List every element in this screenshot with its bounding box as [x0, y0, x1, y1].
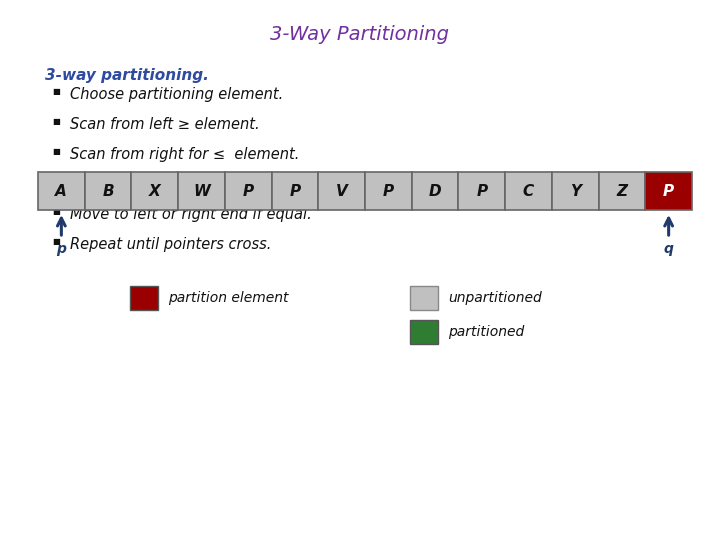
Text: Y: Y	[570, 184, 581, 199]
Text: V: V	[336, 184, 348, 199]
Text: p: p	[56, 242, 66, 256]
Text: Z: Z	[616, 184, 627, 199]
Bar	[459, 172, 505, 210]
Text: ■: ■	[52, 87, 60, 96]
Bar	[412, 172, 459, 210]
Text: P: P	[243, 184, 253, 199]
Text: ■: ■	[52, 177, 60, 186]
Text: ■: ■	[52, 237, 60, 246]
Text: P: P	[289, 184, 300, 199]
Text: ■: ■	[52, 147, 60, 156]
Bar	[318, 172, 365, 210]
Bar	[410, 320, 438, 344]
Text: ■: ■	[52, 117, 60, 126]
Bar	[85, 172, 132, 210]
Text: X: X	[149, 184, 161, 199]
Bar	[645, 172, 692, 210]
Text: Choose partitioning element.: Choose partitioning element.	[70, 87, 283, 102]
Text: ■: ■	[52, 207, 60, 216]
Bar	[178, 172, 225, 210]
Bar	[130, 286, 158, 310]
Text: B: B	[102, 184, 114, 199]
Bar	[365, 172, 412, 210]
Bar	[410, 286, 438, 310]
Text: q: q	[664, 242, 674, 256]
Text: partitioned: partitioned	[448, 325, 524, 339]
Text: partition element: partition element	[168, 291, 289, 305]
Text: P: P	[663, 184, 674, 199]
Text: D: D	[428, 184, 441, 199]
Text: 3-Way Partitioning: 3-Way Partitioning	[271, 25, 449, 44]
Text: Scan from left ≥ element.: Scan from left ≥ element.	[70, 117, 260, 132]
Bar	[598, 172, 645, 210]
Bar	[225, 172, 271, 210]
Text: C: C	[523, 184, 534, 199]
Text: Exchange.: Exchange.	[70, 177, 146, 192]
Text: unpartitioned: unpartitioned	[448, 291, 541, 305]
Text: Repeat until pointers cross.: Repeat until pointers cross.	[70, 237, 271, 252]
Text: Move to left or right end if equal.: Move to left or right end if equal.	[70, 207, 312, 222]
Text: P: P	[383, 184, 394, 199]
Text: Scan from right for ≤  element.: Scan from right for ≤ element.	[70, 147, 300, 162]
Text: P: P	[476, 184, 487, 199]
Bar	[132, 172, 178, 210]
Bar	[552, 172, 598, 210]
Bar	[271, 172, 318, 210]
Text: A: A	[55, 184, 67, 199]
Bar	[505, 172, 552, 210]
Text: 3-way partitioning.: 3-way partitioning.	[45, 68, 209, 83]
Text: W: W	[193, 184, 210, 199]
Bar	[38, 172, 85, 210]
